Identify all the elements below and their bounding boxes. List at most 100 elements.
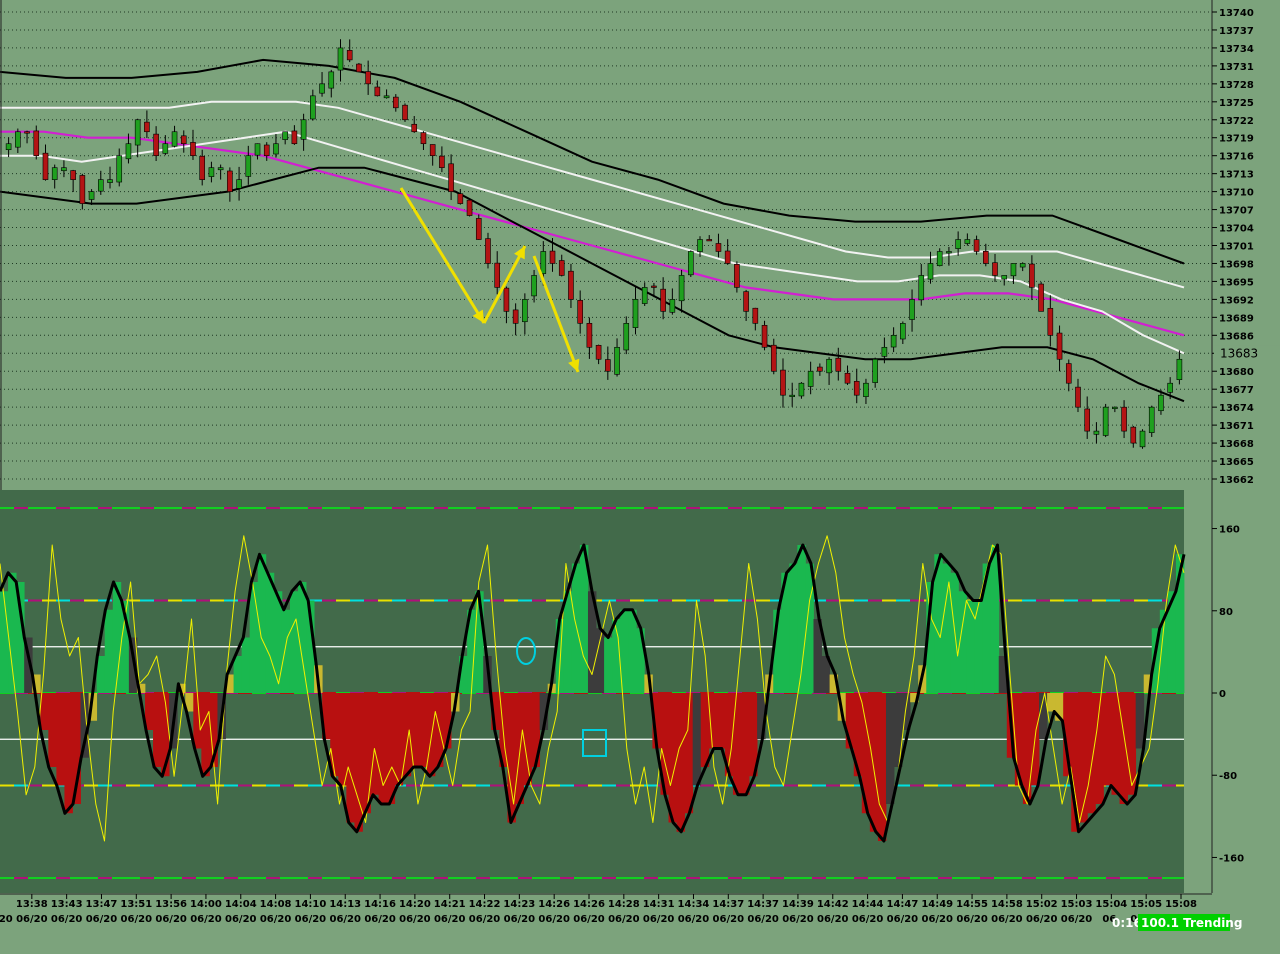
histogram-bar — [523, 693, 532, 786]
candle-body — [346, 50, 353, 61]
candle-body — [872, 358, 878, 383]
candle-body — [973, 239, 980, 252]
histogram-bar — [821, 656, 831, 693]
price-tick-label: 13680 — [1219, 367, 1254, 378]
histogram-bar — [233, 656, 243, 693]
candle-body — [227, 170, 233, 192]
candle-body — [743, 291, 749, 312]
histogram-bar — [96, 656, 106, 693]
date-tick-label: 06/20 — [504, 914, 536, 925]
date-tick-label: 06/20 — [608, 914, 640, 925]
status-badge-bg — [1138, 914, 1230, 931]
candle-body — [402, 104, 408, 121]
candle-body — [540, 251, 547, 274]
histogram-bar — [1055, 693, 1064, 721]
histogram-bar — [265, 572, 275, 693]
candle-body — [964, 239, 971, 244]
band-outer-lower — [0, 166, 1185, 403]
histogram-bar — [249, 582, 259, 693]
histogram-bar — [724, 693, 734, 777]
candle-body — [356, 63, 362, 73]
price-tick-label: 13686 — [1219, 331, 1254, 342]
date-tick-label: 06/20 — [747, 914, 779, 925]
histogram-bar — [982, 563, 992, 693]
date-tick-label: 06/20 — [225, 914, 257, 925]
histogram-bar — [877, 693, 887, 841]
histogram-bar — [974, 600, 984, 693]
histogram-bar — [781, 572, 790, 693]
histogram-bar — [1095, 693, 1104, 804]
histogram-bar — [1127, 693, 1137, 795]
date-tick-label: 06/20 — [51, 914, 83, 925]
candle-body — [217, 167, 224, 171]
candle-body — [300, 119, 307, 140]
histogram-bar — [88, 693, 98, 721]
histogram-bar — [1103, 693, 1112, 786]
candle-body — [503, 287, 510, 312]
date-tick-label: 06/20 — [121, 914, 153, 925]
candle-body — [669, 299, 676, 313]
last-price-label: 13683 — [1220, 346, 1258, 360]
candle-body — [254, 143, 261, 156]
histogram-bar — [209, 693, 218, 767]
histogram-bar — [700, 693, 710, 767]
histogram-bar — [402, 693, 412, 777]
price-tick-label: 13674 — [1219, 403, 1254, 414]
date-tick-label: 06/20 — [86, 914, 118, 925]
time-tick-label: 14:23 — [503, 899, 535, 910]
price-tick-label: 13665 — [1219, 457, 1254, 468]
histogram-bar — [362, 693, 371, 814]
candle-body — [439, 155, 445, 168]
histogram-bar — [1167, 591, 1177, 693]
histogram-bar — [322, 693, 331, 740]
candle-body — [97, 179, 104, 192]
time-tick-label: 15:08 — [1165, 899, 1197, 910]
price-tick-label: 13740 — [1219, 8, 1254, 19]
histogram-bar — [193, 693, 202, 749]
time-tick-label: 13:38 — [16, 899, 48, 910]
candle-body — [33, 130, 40, 156]
candle-body — [466, 199, 473, 216]
price-tick-label: 13722 — [1219, 116, 1254, 127]
histogram-bar — [571, 563, 581, 693]
candle-body — [577, 300, 583, 324]
price-tick-label: 13728 — [1219, 80, 1254, 91]
oscillator-main-line — [0, 543, 1186, 843]
candle-body — [918, 275, 925, 301]
histogram-bar — [652, 693, 661, 749]
price-tick-label: 13719 — [1219, 134, 1254, 145]
candle-body — [162, 143, 169, 154]
date-tick-label: 06/20 — [16, 914, 48, 925]
histogram-bar — [732, 693, 742, 795]
candle-body — [180, 135, 187, 145]
histogram-bar — [48, 693, 57, 767]
time-tick-label: 14:42 — [817, 899, 849, 910]
candle-body — [144, 121, 150, 133]
date-tick-label-partial: 06 — [1102, 914, 1116, 925]
time-tick-label: 13:43 — [51, 899, 83, 910]
histogram-bar — [378, 693, 388, 804]
date-tick-label: 06/20 — [0, 914, 13, 925]
time-tick-label: 14:08 — [260, 899, 292, 910]
time-tick-label: 13:56 — [155, 899, 187, 910]
date-tick-label: 06/20 — [155, 914, 187, 925]
histogram-bar — [330, 693, 339, 777]
candle-body — [512, 309, 519, 324]
price-tick-label: 13725 — [1219, 98, 1254, 109]
osc-tick-label: -80 — [1219, 771, 1237, 782]
candle-body — [79, 175, 86, 204]
date-tick-label: 06/20 — [295, 914, 327, 925]
price-tick-label: 13731 — [1219, 62, 1254, 73]
histogram-bar — [902, 693, 911, 730]
histogram-bar — [579, 545, 589, 693]
last-price-bg — [1214, 345, 1280, 361]
histogram-bar — [136, 683, 146, 693]
histogram-bar — [1159, 609, 1169, 693]
histogram-bar — [1151, 628, 1161, 693]
histogram-bar — [459, 656, 468, 693]
price-tick-label: 13677 — [1219, 385, 1254, 396]
price-tick-label: 13704 — [1219, 224, 1254, 235]
candle-body — [678, 275, 685, 302]
